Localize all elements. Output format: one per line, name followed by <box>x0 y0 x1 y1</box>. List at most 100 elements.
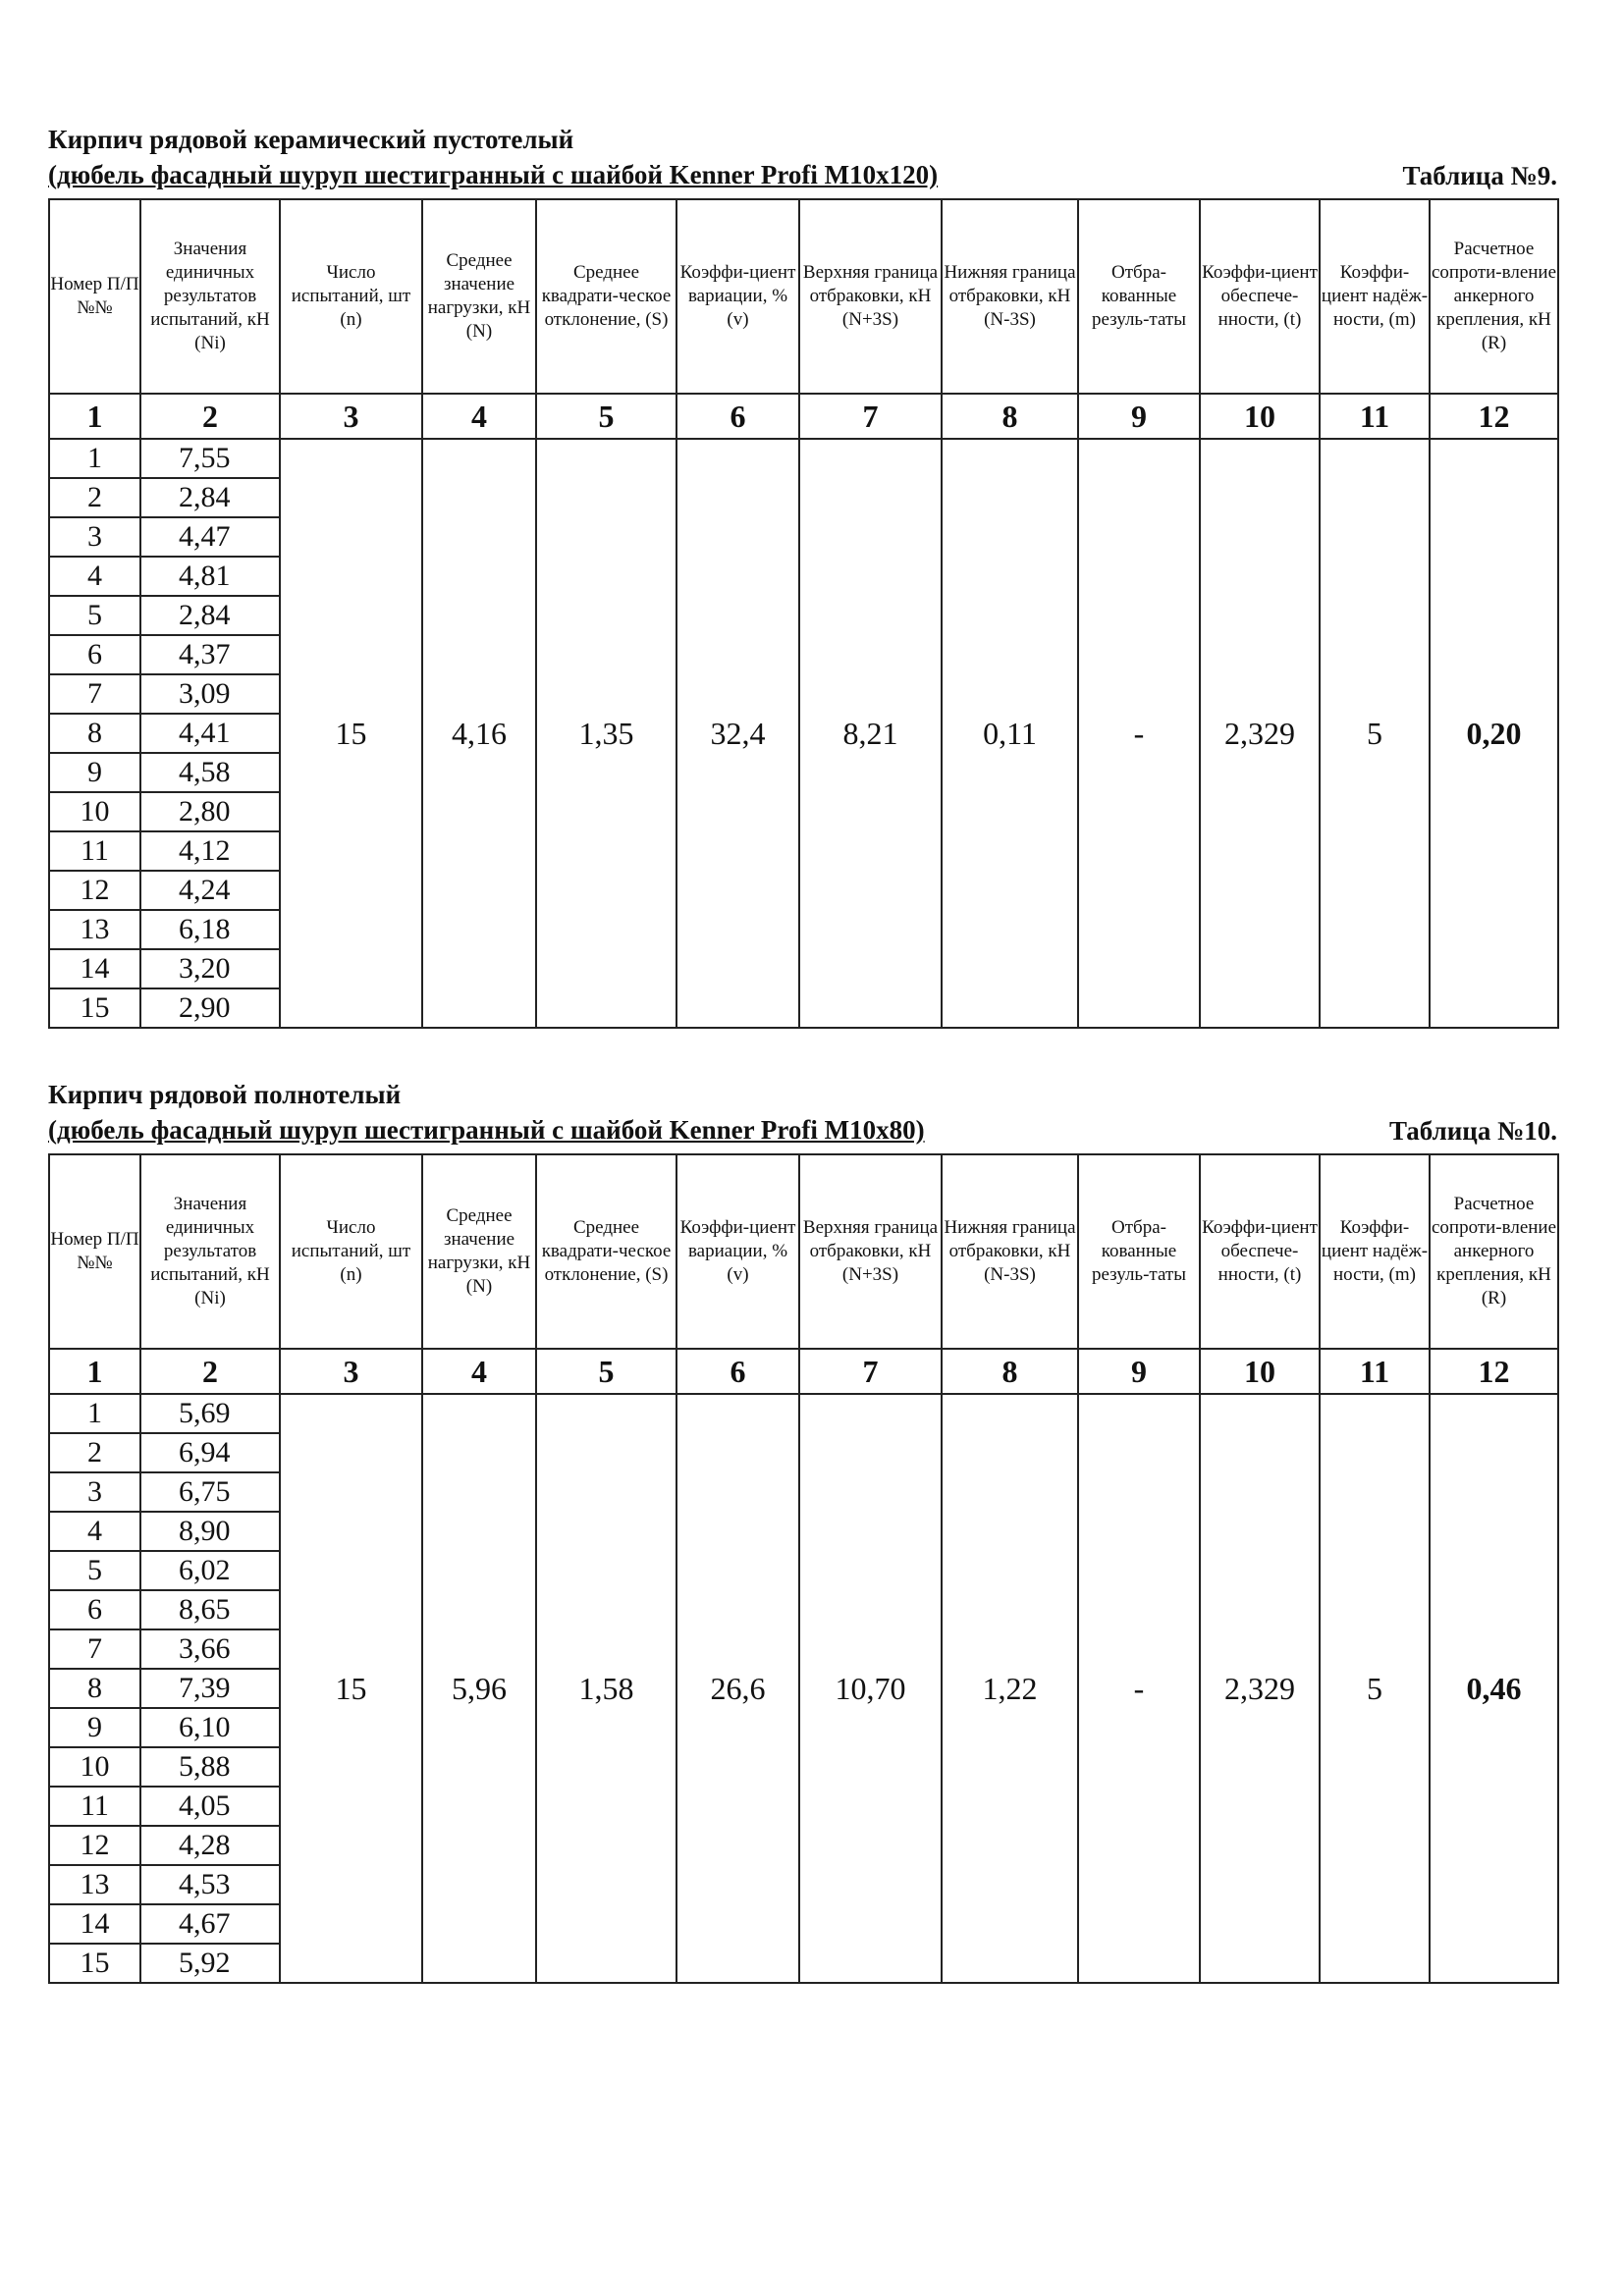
row-number: 6 <box>48 634 141 675</box>
single-result: 5,69 <box>139 1393 281 1434</box>
row-number: 9 <box>48 752 141 793</box>
row-number: 10 <box>48 1746 141 1788</box>
single-result: 4,67 <box>139 1903 281 1945</box>
row-number: 8 <box>48 1668 141 1709</box>
row-number: 7 <box>48 673 141 715</box>
table-row: 15 2,90 <box>48 988 1558 1029</box>
summary-value: 32,4 <box>676 438 800 1029</box>
single-result: 6,94 <box>139 1432 281 1473</box>
single-result: 4,41 <box>139 713 281 754</box>
column-number: 6 <box>676 1348 800 1395</box>
column-number: 9 <box>1077 393 1201 440</box>
table-row: 12 4,28 <box>48 1825 1558 1866</box>
column-header: Нижняя граница отбраковки, кН (N-3S) <box>941 198 1079 395</box>
column-header: Коэффи-циент обеспече-нности, (t) <box>1199 1153 1321 1350</box>
summary-value: 1,58 <box>535 1393 677 1984</box>
single-result: 4,81 <box>139 556 281 597</box>
column-number: 10 <box>1199 1348 1321 1395</box>
summary-value: 1,22 <box>941 1393 1079 1984</box>
table-row: 14 4,67 <box>48 1903 1558 1945</box>
results-table: Номер П/П №№ Значения единичных результат… <box>48 1153 1559 1984</box>
column-header: Среднее квадрати-ческое отклонение, (S) <box>535 1153 677 1350</box>
results-table: Номер П/П №№ Значения единичных результат… <box>48 198 1559 1029</box>
single-result: 6,02 <box>139 1550 281 1591</box>
column-number: 4 <box>421 393 537 440</box>
column-header: Коэффи-циент надёж-ности, (m) <box>1319 1153 1431 1350</box>
summary-value: 5 <box>1319 1393 1431 1984</box>
table-row: 10 5,88 <box>48 1746 1558 1788</box>
row-number: 5 <box>48 1550 141 1591</box>
table-row: 8 7,39 <box>48 1668 1558 1709</box>
single-result: 4,53 <box>139 1864 281 1905</box>
table-title: Кирпич рядовой полнотелый <box>48 1080 402 1109</box>
row-number: 2 <box>48 1432 141 1473</box>
column-header: Отбра-кованные резуль-таты <box>1077 198 1201 395</box>
summary-value: 5,96 <box>421 1393 537 1984</box>
row-number: 4 <box>48 556 141 597</box>
single-result: 4,58 <box>139 752 281 793</box>
table-row: 4 8,90 <box>48 1511 1558 1552</box>
header-row: Номер П/П №№ Значения единичных результат… <box>48 198 1559 395</box>
summary-value: 2,329 <box>1199 438 1321 1029</box>
single-result: 7,55 <box>139 438 281 479</box>
column-number-row: 1 2 3 4 5 6 7 8 9 10 11 12 <box>48 393 1559 440</box>
row-number: 10 <box>48 791 141 832</box>
column-header: Коэффи-циент вариации, % (v) <box>676 198 800 395</box>
column-header: Среднее квадрати-ческое отклонение, (S) <box>535 198 677 395</box>
single-result: 4,24 <box>139 870 281 911</box>
column-number: 8 <box>941 393 1079 440</box>
table-number: Таблица №9. <box>1402 161 1557 190</box>
single-result: 3,09 <box>139 673 281 715</box>
table-row: 4 4,81 <box>48 556 1558 597</box>
summary-value: 15 <box>279 1393 423 1984</box>
row-number: 15 <box>48 1943 141 1984</box>
column-number: 11 <box>1319 1348 1431 1395</box>
table-9-block: Кирпич рядовой керамический пустотелый (д… <box>48 122 1559 1029</box>
row-number: 6 <box>48 1589 141 1630</box>
row-number: 15 <box>48 988 141 1029</box>
table-row: 13 4,53 <box>48 1864 1558 1905</box>
column-number: 6 <box>676 393 800 440</box>
summary-value: 0,46 <box>1429 1393 1559 1984</box>
table-row: 14 3,20 <box>48 948 1558 989</box>
table-row: 13 6,18 <box>48 909 1558 950</box>
column-header: Отбра-кованные резуль-таты <box>1077 1153 1201 1350</box>
column-header: Верхняя граница отбраковки, кН (N+3S) <box>798 1153 943 1350</box>
table-row: 2 6,94 <box>48 1432 1558 1473</box>
single-result: 6,75 <box>139 1471 281 1513</box>
single-result: 3,20 <box>139 948 281 989</box>
summary-value: 0,20 <box>1429 438 1559 1029</box>
column-number: 11 <box>1319 393 1431 440</box>
table-subtitle: (дюбель фасадный шуруп шестигранный с ша… <box>48 160 939 189</box>
table-row: 11 4,12 <box>48 830 1558 872</box>
summary-value: 0,11 <box>941 438 1079 1029</box>
column-header: Расчетное сопроти-вление анкерного крепл… <box>1429 1153 1559 1350</box>
row-number: 14 <box>48 1903 141 1945</box>
single-result: 4,47 <box>139 516 281 558</box>
table-row: 12 4,24 <box>48 870 1558 911</box>
row-number: 14 <box>48 948 141 989</box>
column-number: 12 <box>1429 393 1559 440</box>
header-row: Номер П/П №№ Значения единичных результат… <box>48 1153 1559 1350</box>
summary-value: 2,329 <box>1199 1393 1321 1984</box>
column-number: 2 <box>139 393 281 440</box>
summary-value: 15 <box>279 438 423 1029</box>
column-number: 2 <box>139 1348 281 1395</box>
single-result: 8,90 <box>139 1511 281 1552</box>
column-header: Нижняя граница отбраковки, кН (N-3S) <box>941 1153 1079 1350</box>
single-result: 3,66 <box>139 1629 281 1670</box>
table-row: 7 3,09 <box>48 673 1558 715</box>
single-result: 7,39 <box>139 1668 281 1709</box>
row-number: 13 <box>48 909 141 950</box>
single-result: 4,28 <box>139 1825 281 1866</box>
column-header: Расчетное сопроти-вление анкерного крепл… <box>1429 198 1559 395</box>
row-number: 13 <box>48 1864 141 1905</box>
row-number: 12 <box>48 870 141 911</box>
summary-value: 8,21 <box>798 438 943 1029</box>
column-number: 1 <box>48 393 141 440</box>
row-number: 11 <box>48 1786 141 1827</box>
table-row: 10 2,80 <box>48 791 1558 832</box>
table-row: 15 5,92 <box>48 1943 1558 1984</box>
column-number: 7 <box>798 393 943 440</box>
column-header: Среднее значение нагрузки, кН (N) <box>421 198 537 395</box>
